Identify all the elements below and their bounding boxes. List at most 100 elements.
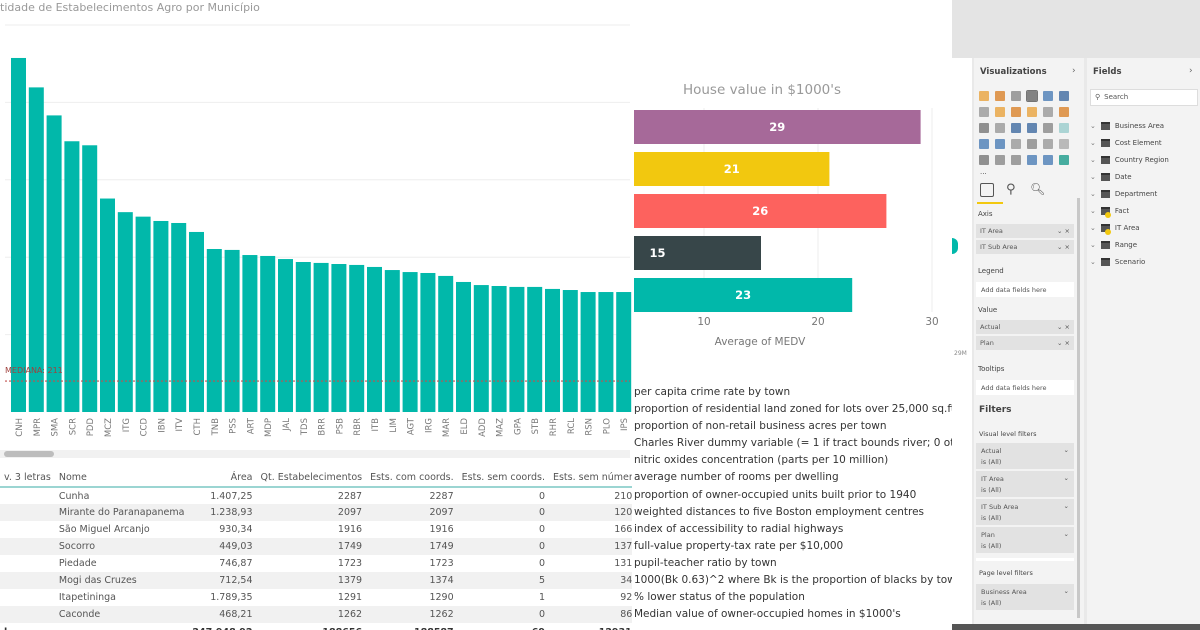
bar-ELD[interactable] xyxy=(456,281,471,412)
filter-card[interactable]: Business Area is (All) ⌄ xyxy=(976,584,1074,610)
chevron-down-icon[interactable]: ⌄ xyxy=(1090,223,1096,232)
field-table-item[interactable]: ⌄ Country Region xyxy=(1090,155,1169,164)
chevron-down-icon[interactable]: ⌄ xyxy=(1063,474,1069,482)
bar-SCR[interactable] xyxy=(64,141,80,412)
bar-IRG[interactable] xyxy=(420,272,436,412)
chevron-down-icon[interactable]: ⌄ xyxy=(1090,257,1096,266)
column-header[interactable]: Ests. sem número xyxy=(548,468,632,488)
visual-type-icon[interactable] xyxy=(1043,123,1053,133)
visual-type-icon[interactable] xyxy=(1059,91,1069,101)
bar-MAZ[interactable] xyxy=(491,285,507,412)
chevron-down-icon[interactable]: ⌄ xyxy=(1090,189,1096,198)
field-table-item[interactable]: ⌄ Range xyxy=(1090,240,1138,249)
chevron-down-icon[interactable]: ⌄ xyxy=(1090,138,1096,147)
bar-ITV[interactable] xyxy=(171,222,187,412)
column-header[interactable]: v. 3 letras xyxy=(0,468,55,488)
tooltips-drop-zone[interactable]: Add data fields here xyxy=(976,380,1074,395)
bar-TDS[interactable] xyxy=(295,261,311,412)
filter-card[interactable]: Plan is (All) ⌄ xyxy=(976,527,1074,553)
house-bar[interactable] xyxy=(634,278,853,312)
chevron-down-icon[interactable]: ⌄ xyxy=(1090,240,1096,249)
table-row[interactable]: Itapetininga 1.789,35 1291 1290 1 921 xyxy=(0,589,632,606)
visual-type-icon[interactable] xyxy=(979,91,989,101)
more-visuals-button[interactable]: ... xyxy=(980,168,987,176)
chevron-remove-icon[interactable]: ⌄ × xyxy=(1057,323,1070,331)
visual-type-icon[interactable] xyxy=(1027,123,1037,133)
legend-drop-zone[interactable]: Add data fields here xyxy=(976,282,1074,297)
bar-RHR[interactable] xyxy=(545,288,560,412)
field-table-item[interactable]: ⌄ IT Area xyxy=(1090,219,1198,236)
visual-type-icon[interactable] xyxy=(1011,123,1021,133)
field-table-item[interactable]: ⌄ Date xyxy=(1090,172,1132,181)
visual-type-icon[interactable] xyxy=(1059,123,1069,133)
bar-CTH[interactable] xyxy=(189,231,204,412)
column-header[interactable]: Ests. com coords. xyxy=(366,468,458,488)
field-table-item[interactable]: ⌄ Cost Element xyxy=(1090,138,1162,147)
pane-scrollbar[interactable] xyxy=(1077,198,1080,618)
bar-GPA[interactable] xyxy=(509,286,525,412)
format-paint-roller-icon[interactable]: ⚲ xyxy=(1006,182,1016,197)
visual-type-icon[interactable] xyxy=(995,107,1005,117)
bar-IBN[interactable] xyxy=(153,220,169,412)
bar-PSS[interactable] xyxy=(224,249,240,412)
bar-MPR[interactable] xyxy=(28,87,44,412)
visual-type-icon[interactable] xyxy=(1027,107,1037,117)
house-bar[interactable] xyxy=(634,152,830,186)
bar-STB[interactable] xyxy=(527,286,543,412)
column-header[interactable]: Área xyxy=(188,468,257,488)
visual-type-icon[interactable] xyxy=(979,107,989,117)
fields-tab-icon[interactable] xyxy=(980,183,994,197)
field-well[interactable]: IT Area ⌄ × xyxy=(976,224,1074,238)
bar-RCL[interactable] xyxy=(562,290,578,412)
bar-JAL[interactable] xyxy=(278,259,293,412)
fields-search-input[interactable]: ⚲ Search xyxy=(1090,89,1198,106)
visual-type-icon[interactable] xyxy=(1059,107,1069,117)
table-row[interactable]: Cunha 1.407,25 2287 2287 0 2106 xyxy=(0,487,632,504)
visual-type-icon[interactable] xyxy=(1043,91,1053,101)
chevron-down-icon[interactable]: ⌄ xyxy=(1090,155,1096,164)
bar-BRR[interactable] xyxy=(313,262,329,412)
visual-type-icon[interactable] xyxy=(995,155,1005,165)
field-table-item[interactable]: ⌄ Business Area xyxy=(1090,121,1165,130)
field-table-item[interactable]: ⌄ Scenario xyxy=(1090,257,1146,266)
house-bar[interactable] xyxy=(634,110,921,144)
filter-card[interactable]: IT Area is (All) ⌄ xyxy=(976,471,1074,497)
visual-type-icon[interactable] xyxy=(979,155,989,165)
bar-SMA[interactable] xyxy=(46,115,62,412)
visual-type-icon[interactable] xyxy=(1011,139,1021,149)
visual-type-icon[interactable] xyxy=(995,123,1005,133)
house-bar[interactable] xyxy=(634,236,761,270)
table-row[interactable]: Piedade 746,87 1723 1723 0 1311 xyxy=(0,555,632,572)
bar-CCD[interactable] xyxy=(135,216,151,412)
filter-card[interactable]: Actual is (All) ⌄ xyxy=(976,443,1074,469)
visual-type-icon[interactable] xyxy=(995,91,1005,101)
bar-AGT[interactable] xyxy=(402,272,418,412)
column-header[interactable]: Qt. Estabelecimentos xyxy=(256,468,367,488)
house-bar[interactable] xyxy=(634,194,887,228)
collapse-chevron-icon[interactable]: › xyxy=(1072,66,1076,76)
chevron-down-icon[interactable]: ⌄ xyxy=(1090,172,1096,181)
field-well[interactable]: Actual ⌄ × xyxy=(976,320,1074,334)
chevron-down-icon[interactable]: ⌄ xyxy=(1063,446,1069,454)
bar-TNB[interactable] xyxy=(206,248,222,412)
visual-type-icon[interactable] xyxy=(1059,155,1069,165)
chevron-down-icon[interactable]: ⌄ xyxy=(1063,502,1069,510)
field-well[interactable]: IT Sub Area ⌄ × xyxy=(976,240,1074,254)
chevron-remove-icon[interactable]: ⌄ × xyxy=(1057,227,1070,235)
chevron-remove-icon[interactable]: ⌄ × xyxy=(1057,339,1070,347)
bar-CNH[interactable] xyxy=(11,57,26,412)
chevron-down-icon[interactable]: ⌄ xyxy=(1063,587,1069,595)
visual-type-icon[interactable] xyxy=(995,139,1005,149)
column-header[interactable]: Nome xyxy=(54,468,189,488)
bar-PSB[interactable] xyxy=(331,264,347,412)
field-well[interactable]: Plan ⌄ × xyxy=(976,336,1074,350)
visual-type-icon[interactable] xyxy=(1026,90,1038,102)
collapse-chevron-icon[interactable]: › xyxy=(1189,66,1193,76)
bar-RSN[interactable] xyxy=(580,292,596,412)
chevron-down-icon[interactable]: ⌄ xyxy=(1090,206,1096,215)
chevron-down-icon[interactable]: ⌄ xyxy=(1063,530,1069,538)
bar-ITB[interactable] xyxy=(367,266,382,412)
